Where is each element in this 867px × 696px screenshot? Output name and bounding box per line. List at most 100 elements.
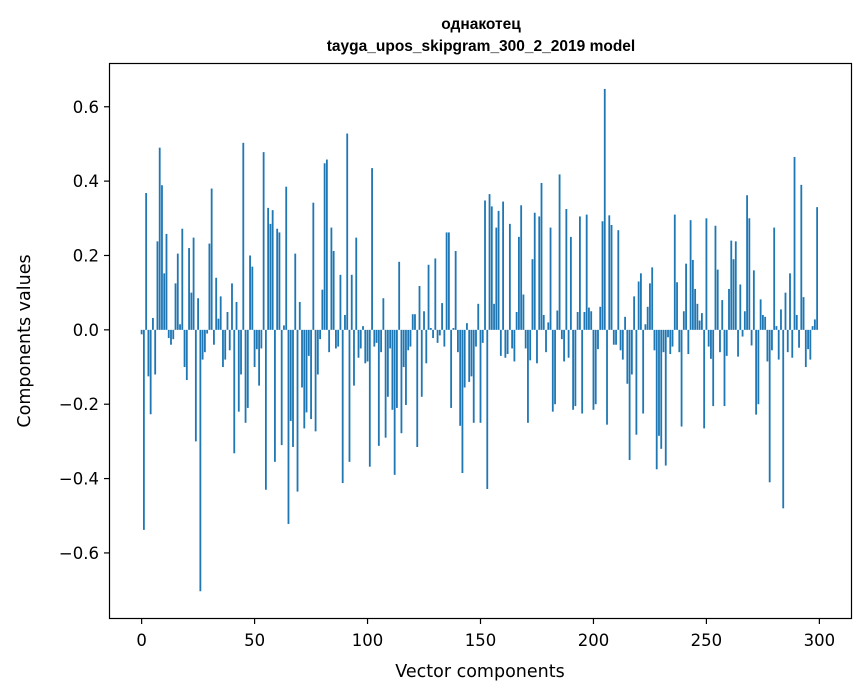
- bar: [567, 329, 570, 358]
- bar: [520, 205, 523, 330]
- bar: [594, 329, 597, 405]
- bar: [149, 329, 152, 415]
- bar: [513, 329, 516, 362]
- bar: [646, 306, 649, 330]
- bar: [710, 329, 712, 359]
- bar: [599, 306, 602, 330]
- bar: [630, 329, 633, 375]
- bar: [795, 314, 798, 330]
- bar: [267, 207, 270, 330]
- bar: [728, 288, 730, 330]
- bar: [597, 329, 599, 350]
- bar: [619, 329, 622, 351]
- bar: [612, 329, 615, 345]
- bar: [624, 316, 626, 330]
- bar: [741, 329, 744, 337]
- bar: [321, 289, 324, 330]
- bar: [405, 329, 407, 405]
- bar: [325, 159, 328, 330]
- bar: [373, 329, 376, 347]
- bar: [750, 329, 753, 346]
- bar: [316, 329, 319, 375]
- bar: [398, 261, 401, 330]
- bar: [705, 218, 708, 330]
- bar: [658, 329, 660, 436]
- bar: [145, 193, 148, 330]
- bar: [761, 314, 764, 330]
- bar: [152, 317, 154, 330]
- bar: [545, 329, 547, 353]
- bar: [280, 329, 283, 446]
- bar: [610, 224, 613, 330]
- bar: [344, 314, 346, 330]
- bar: [436, 329, 439, 343]
- bar: [700, 313, 703, 330]
- bar: [201, 329, 204, 360]
- bar: [477, 303, 480, 330]
- x-tick-label: 150: [465, 631, 497, 650]
- bar: [569, 236, 572, 330]
- y-tick-label: −0.6: [59, 544, 99, 563]
- bar: [522, 294, 525, 330]
- bar: [142, 329, 145, 530]
- bar: [757, 329, 760, 405]
- bar: [240, 329, 242, 375]
- bar: [737, 329, 739, 357]
- bar: [402, 329, 405, 368]
- bar: [217, 318, 220, 330]
- bar: [258, 329, 261, 386]
- bar: [172, 329, 175, 340]
- bar: [382, 298, 385, 330]
- bar: [231, 283, 233, 330]
- bar: [260, 329, 263, 349]
- bar: [628, 329, 631, 460]
- bar: [558, 174, 561, 330]
- y-tick-label: −0.4: [59, 470, 99, 489]
- bar: [414, 314, 416, 330]
- bar: [660, 329, 663, 449]
- bar: [640, 273, 642, 330]
- y-axis-label: Components values: [15, 254, 35, 427]
- bar: [235, 301, 238, 330]
- bar: [768, 329, 771, 483]
- bar: [678, 329, 681, 353]
- bar: [470, 329, 473, 377]
- bar: [319, 329, 322, 340]
- bar: [615, 329, 617, 345]
- bar: [601, 221, 604, 330]
- bar: [423, 311, 425, 330]
- bar: [642, 329, 645, 414]
- bar: [667, 329, 669, 338]
- y-tick-label: −0.2: [59, 395, 99, 414]
- bar: [228, 329, 231, 351]
- bar: [748, 218, 751, 330]
- bar: [407, 329, 410, 351]
- bar: [800, 184, 803, 330]
- bar: [432, 329, 434, 339]
- bar: [689, 220, 692, 330]
- bar: [420, 329, 423, 397]
- bar: [386, 329, 389, 397]
- bar: [472, 329, 475, 423]
- bar: [556, 310, 559, 330]
- bar: [192, 237, 195, 330]
- bar: [572, 329, 575, 410]
- bar: [662, 329, 665, 353]
- bar: [274, 329, 276, 462]
- bar: [588, 307, 590, 330]
- bar: [542, 314, 545, 330]
- bar: [719, 329, 721, 353]
- bar: [156, 241, 159, 330]
- bar: [226, 312, 229, 330]
- bar: [777, 329, 780, 360]
- bar: [194, 329, 197, 442]
- bar: [791, 329, 794, 358]
- bar: [621, 329, 624, 360]
- bar: [330, 227, 333, 330]
- bar: [190, 292, 193, 330]
- bar: [565, 209, 568, 330]
- bar: [723, 329, 726, 407]
- bar: [644, 324, 647, 330]
- bar: [515, 312, 518, 330]
